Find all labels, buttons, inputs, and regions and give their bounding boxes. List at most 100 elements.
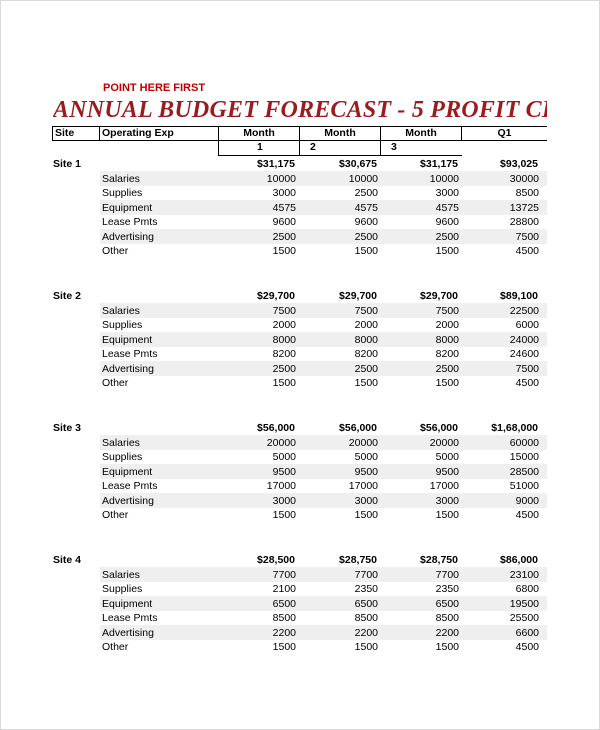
row-value: 19500 — [509, 598, 539, 610]
row-value: 8200 — [435, 348, 459, 360]
site-name: Site 3 — [53, 422, 82, 434]
row-value: 2500 — [435, 363, 459, 375]
site-total-m1: $31,175 — [257, 158, 295, 170]
row-label: Lease Pmts — [102, 612, 158, 624]
site-total-m2: $29,700 — [339, 290, 377, 302]
row-value: 7500 — [515, 363, 539, 375]
site-total-m1: $56,000 — [257, 422, 295, 434]
row-value: 6500 — [435, 598, 459, 610]
instruction-note: POINT HERE FIRST — [103, 82, 206, 94]
row-value: 1500 — [354, 245, 378, 257]
header-q1: Q1 — [461, 126, 547, 141]
row-value: 3000 — [354, 495, 378, 507]
row-value: 1500 — [272, 641, 296, 653]
row-value: 15000 — [509, 451, 539, 463]
header-month-3-label: Month — [405, 127, 437, 139]
row-label: Supplies — [102, 319, 143, 331]
row-value: 20000 — [348, 437, 378, 449]
row-value: 20000 — [429, 437, 459, 449]
site-total-m2: $56,000 — [339, 422, 377, 434]
row-value: 2350 — [354, 583, 378, 595]
site-name: Site 4 — [53, 554, 82, 566]
row-value: 1500 — [354, 509, 378, 521]
site-name: Site 2 — [53, 290, 82, 302]
row-value: 20000 — [266, 437, 296, 449]
row-value: 10000 — [348, 173, 378, 185]
row-label: Equipment — [102, 334, 153, 346]
row-label: Equipment — [102, 598, 153, 610]
row-label: Other — [102, 245, 129, 257]
row-label: Lease Pmts — [102, 216, 158, 228]
sheet-title: ANNUAL BUDGET FORECAST - 5 PROFIT CEN — [53, 97, 547, 123]
row-value: 6800 — [515, 583, 539, 595]
header-operating: Operating Exp — [99, 126, 219, 141]
row-label: Salaries — [102, 173, 140, 185]
row-label: Lease Pmts — [102, 348, 158, 360]
row-value: 2500 — [272, 231, 296, 243]
row-value: 10000 — [266, 173, 296, 185]
row-label: Supplies — [102, 583, 143, 595]
row-value: 1500 — [272, 245, 296, 257]
row-label: Salaries — [102, 569, 140, 581]
month-num-3: 3 — [391, 141, 397, 153]
row-value: 2000 — [435, 319, 459, 331]
row-band — [100, 464, 547, 479]
row-value: 3000 — [272, 495, 296, 507]
row-value: 6500 — [272, 598, 296, 610]
header-q1-label: Q1 — [497, 127, 512, 139]
site-total-m2: $30,675 — [339, 158, 377, 170]
row-value: 1500 — [435, 509, 459, 521]
site-total-m3: $29,700 — [420, 290, 458, 302]
row-value: 7500 — [435, 305, 459, 317]
row-value: 5000 — [272, 451, 296, 463]
row-value: 1500 — [435, 641, 459, 653]
row-value: 7500 — [354, 305, 378, 317]
row-value: 2500 — [354, 363, 378, 375]
row-value: 9000 — [515, 495, 539, 507]
site-name: Site 1 — [53, 158, 82, 170]
row-label: Supplies — [102, 451, 143, 463]
row-value: 6500 — [354, 598, 378, 610]
row-band — [100, 332, 547, 347]
row-label: Advertising — [102, 363, 154, 375]
row-value: 2500 — [354, 231, 378, 243]
row-value: 1500 — [435, 245, 459, 257]
header-month-num-3: 3 — [380, 141, 462, 156]
row-value: 8500 — [435, 612, 459, 624]
header-month-1: Month — [218, 126, 300, 141]
row-value: 4500 — [515, 377, 539, 389]
row-value: 3000 — [272, 187, 296, 199]
row-label: Other — [102, 377, 129, 389]
row-value: 8500 — [354, 612, 378, 624]
row-label: Other — [102, 641, 129, 653]
row-value: 9600 — [435, 216, 459, 228]
row-band — [100, 493, 547, 508]
row-value: 2500 — [272, 363, 296, 375]
row-value: 24000 — [509, 334, 539, 346]
site-total-m3: $31,175 — [420, 158, 458, 170]
row-value: 3000 — [435, 187, 459, 199]
row-value: 2350 — [435, 583, 459, 595]
row-label: Advertising — [102, 231, 154, 243]
row-value: 2200 — [435, 627, 459, 639]
row-value: 7700 — [435, 569, 459, 581]
row-band — [100, 229, 547, 244]
row-value: 1500 — [354, 377, 378, 389]
row-value: 25500 — [509, 612, 539, 624]
row-value: 7700 — [272, 569, 296, 581]
site-total-m2: $28,750 — [339, 554, 377, 566]
row-label: Equipment — [102, 466, 153, 478]
row-value: 4500 — [515, 641, 539, 653]
header-month-2: Month — [299, 126, 381, 141]
row-band — [100, 171, 547, 186]
row-label: Lease Pmts — [102, 480, 158, 492]
row-value: 2200 — [272, 627, 296, 639]
row-value: 23100 — [509, 569, 539, 581]
row-value: 6600 — [515, 627, 539, 639]
month-num-2: 2 — [310, 141, 316, 153]
row-value: 3000 — [435, 495, 459, 507]
row-value: 51000 — [509, 480, 539, 492]
header-site-label: Site — [55, 127, 75, 139]
row-value: 8200 — [354, 348, 378, 360]
row-value: 2100 — [272, 583, 296, 595]
